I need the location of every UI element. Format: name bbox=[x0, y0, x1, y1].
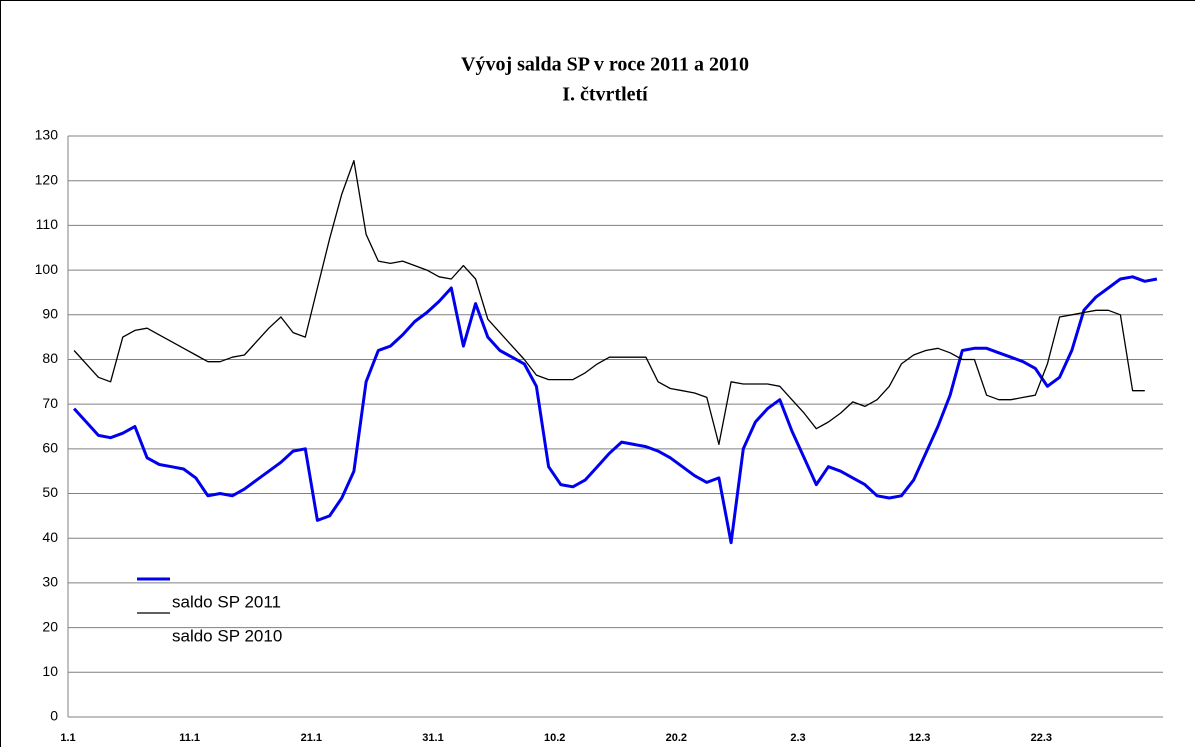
x-tick-label: 12.3 bbox=[909, 732, 930, 744]
x-tick-label: 10.2 bbox=[544, 732, 565, 744]
y-tick-label: 40 bbox=[42, 529, 58, 545]
chart-title: Vývoj salda SP v roce 2011 a 2010 bbox=[461, 54, 749, 76]
x-tick-label: 11.1 bbox=[179, 732, 200, 744]
y-tick-label: 60 bbox=[42, 440, 58, 456]
legend-label: saldo SP 2011 bbox=[172, 592, 281, 611]
y-tick-label: 70 bbox=[42, 395, 58, 411]
x-tick-label: 20.2 bbox=[666, 732, 687, 744]
y-tick-label: 0 bbox=[50, 708, 58, 724]
y-tick-label: 100 bbox=[35, 261, 59, 277]
y-tick-label: 120 bbox=[35, 171, 59, 187]
x-tick-label: 31.1 bbox=[422, 732, 443, 744]
x-tick-label: 2.3 bbox=[790, 732, 805, 744]
y-tick-label: 130 bbox=[35, 127, 59, 143]
y-tick-label: 90 bbox=[42, 305, 58, 321]
y-tick-label: 30 bbox=[42, 574, 58, 590]
y-tick-label: 80 bbox=[42, 350, 58, 366]
legend-label: saldo SP 2010 bbox=[172, 626, 282, 645]
x-tick-label: 22.3 bbox=[1031, 732, 1052, 744]
y-tick-label: 10 bbox=[42, 663, 58, 679]
x-tick-label: 21.1 bbox=[301, 732, 322, 744]
y-tick-label: 110 bbox=[36, 216, 59, 232]
chart-subtitle: I. čtvrtletí bbox=[562, 84, 648, 106]
y-tick-label: 50 bbox=[42, 484, 58, 500]
y-tick-label: 20 bbox=[42, 618, 58, 634]
series-line bbox=[72, 275, 1158, 545]
series-line bbox=[73, 159, 1145, 446]
x-tick-label: 1.1 bbox=[60, 732, 75, 744]
